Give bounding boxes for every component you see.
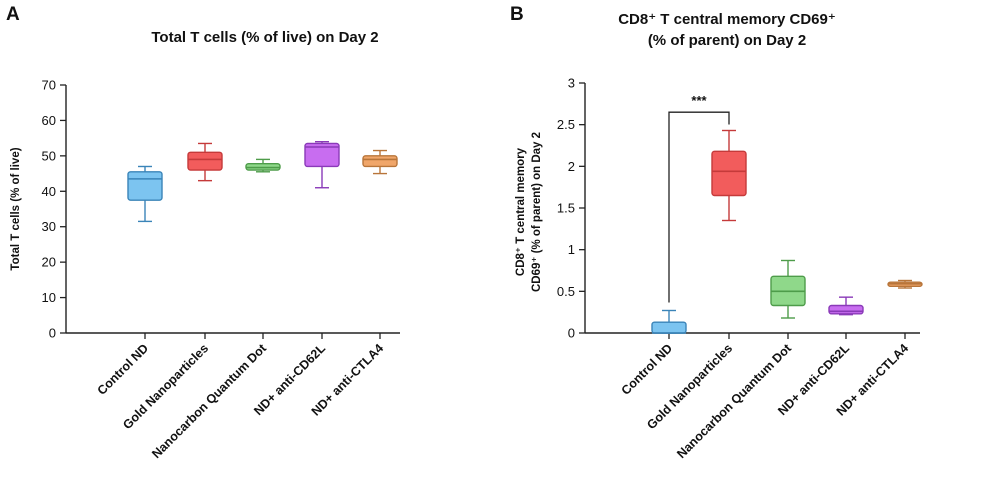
box xyxy=(127,171,163,201)
box xyxy=(362,155,398,168)
y-tick-label: 1.5 xyxy=(557,201,575,216)
y-tick-label: 30 xyxy=(42,219,56,234)
box xyxy=(828,304,864,315)
panel-letter: B xyxy=(510,4,524,25)
category-label: Nanocarbon Quantum Dot xyxy=(674,341,794,461)
category-label: Control ND xyxy=(95,341,152,398)
y-tick-label: 20 xyxy=(42,255,56,270)
y-tick-label: 2 xyxy=(568,159,575,174)
panel-a: A Total T cells (% of live) on Day 2 Total… xyxy=(6,4,400,461)
y-tick-label: 2.5 xyxy=(557,117,575,132)
y-tick-label: 3 xyxy=(568,76,575,91)
y-axis-label-line2: CD69⁺ (% of parent) on Day 2 xyxy=(531,132,543,292)
chart-subtitle: (% of parent) on Day 2 xyxy=(648,32,806,49)
y-axis-label: Total T cells (% of live) xyxy=(10,147,22,270)
chart-title: Total T cells (% of live) on Day 2 xyxy=(151,29,378,46)
box xyxy=(187,151,223,171)
panel-b: B CD8⁺ T central memory CD69⁺ (% of parent… xyxy=(510,4,923,461)
y-tick-label: 60 xyxy=(42,113,56,128)
panel-letter: A xyxy=(6,4,20,25)
y-tick-label: 10 xyxy=(42,290,56,305)
y-tick-label: 40 xyxy=(42,184,56,199)
chart-title: CD8⁺ T central memory CD69⁺ xyxy=(618,11,836,28)
y-axis-label: CD8⁺ T central memory xyxy=(515,147,527,276)
y-tick-label: 50 xyxy=(42,148,56,163)
category-label: Control ND xyxy=(619,341,676,398)
box xyxy=(304,142,340,168)
category-label: Nanocarbon Quantum Dot xyxy=(149,341,269,461)
y-tick-label: 0 xyxy=(568,326,575,341)
box xyxy=(711,150,747,197)
y-tick-label: 1 xyxy=(568,242,575,257)
y-tick-label: 70 xyxy=(42,78,56,93)
significance-bracket xyxy=(668,111,730,303)
y-tick-label: 0 xyxy=(49,326,56,341)
y-tick-label: 0.5 xyxy=(557,284,575,299)
significance-label: *** xyxy=(691,93,707,108)
box xyxy=(651,321,687,334)
